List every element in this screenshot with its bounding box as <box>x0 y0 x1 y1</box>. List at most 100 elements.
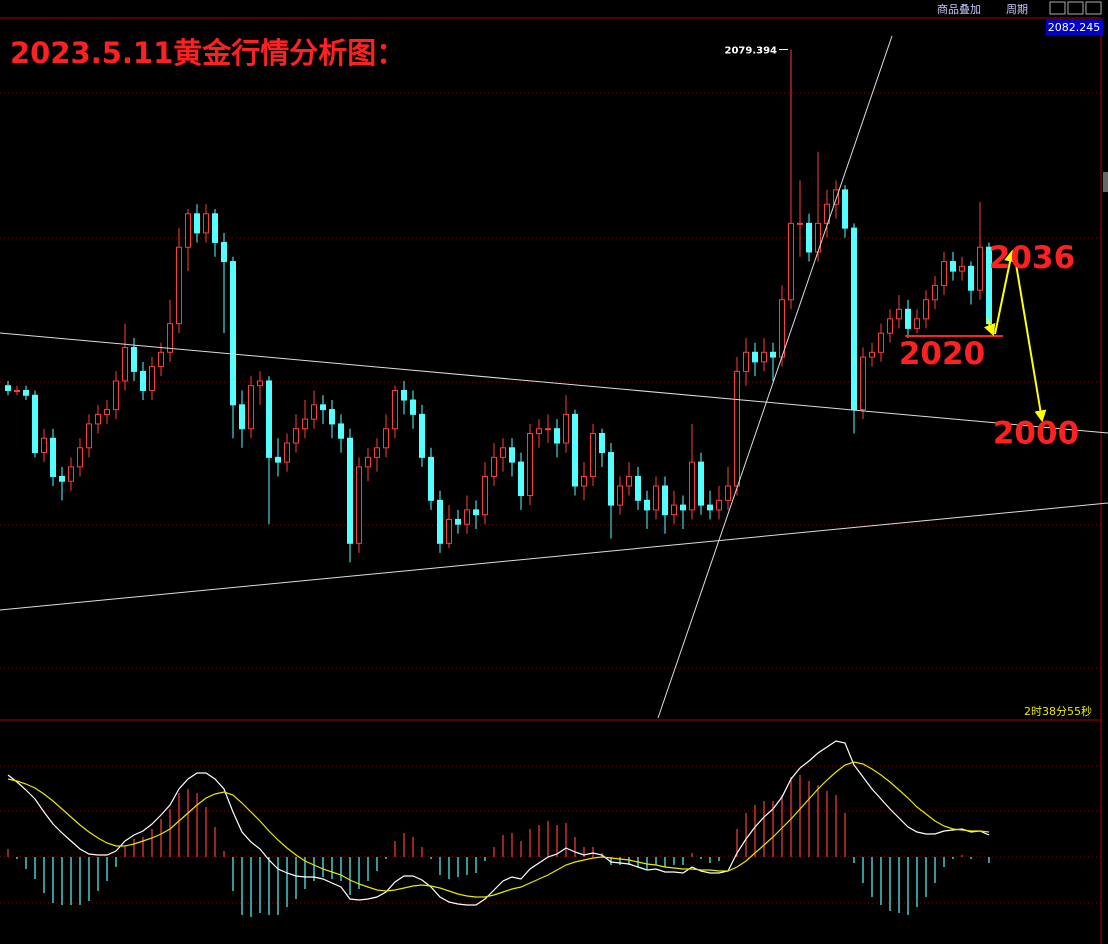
chart-title: 2023.5.11黄金行情分析图： <box>10 36 405 70</box>
candle-body <box>194 213 200 234</box>
button-prev[interactable] <box>1049 1 1066 15</box>
candle-body <box>221 241 227 263</box>
candle-body <box>203 213 209 234</box>
macd-dea-line <box>7 761 990 898</box>
candle-body <box>131 347 137 372</box>
candle-body <box>149 366 155 391</box>
timer: 2时38分55秒 <box>1024 704 1092 718</box>
candle-body <box>212 213 218 243</box>
candle-body <box>59 475 65 482</box>
candles <box>5 49 992 563</box>
candle-body <box>86 423 92 449</box>
candle-body <box>743 351 749 372</box>
candle-body <box>635 475 641 501</box>
candle-body <box>365 456 371 468</box>
candle-body <box>797 222 803 225</box>
candle-body <box>176 246 182 325</box>
candle-body <box>5 385 11 391</box>
candle-body <box>41 437 47 454</box>
toolbar-button[interactable]: 商品叠加 <box>937 2 981 16</box>
arrow <box>994 249 1016 335</box>
candle-body <box>518 461 524 497</box>
candle-body <box>455 518 461 525</box>
scroll-thumb[interactable] <box>1103 172 1108 192</box>
candle-body <box>122 347 128 382</box>
candle-body <box>617 485 623 506</box>
trendline <box>657 35 893 719</box>
candle-body <box>653 485 659 511</box>
toolbar-button[interactable]: 周期 <box>1006 3 1028 16</box>
candle-body <box>599 432 605 454</box>
button-next[interactable] <box>1067 1 1084 15</box>
candle-body <box>896 308 902 320</box>
candle-body <box>320 404 326 411</box>
candle-body <box>842 189 848 229</box>
candle-body <box>644 499 650 511</box>
candle-body <box>482 475 488 516</box>
candle-body <box>464 509 470 525</box>
macd-dif-line <box>7 740 990 906</box>
price-box <box>1046 19 1103 35</box>
candle-body <box>554 428 560 444</box>
candle-body <box>392 389 398 430</box>
candle-body <box>770 351 776 358</box>
candle-body <box>671 504 677 516</box>
candle-body <box>905 308 911 329</box>
candle-body <box>725 485 731 501</box>
candle-body <box>338 423 344 439</box>
candle-body <box>140 370 146 391</box>
candle-body <box>707 504 713 511</box>
candle-body <box>563 413 569 444</box>
candle-body <box>491 456 497 477</box>
macd-panel <box>7 740 990 917</box>
candle-body <box>14 389 20 392</box>
candle-body <box>572 413 578 487</box>
button-max[interactable] <box>1085 1 1102 15</box>
candle-body <box>509 447 515 463</box>
candle-body <box>689 461 695 511</box>
candle-body <box>734 370 740 487</box>
candle-body <box>401 389 407 401</box>
candle-body <box>23 389 29 396</box>
candle-body <box>716 499 722 511</box>
arrow <box>1013 251 1047 423</box>
trendlines <box>0 35 1108 719</box>
trendline <box>0 502 1108 611</box>
candle-body <box>914 318 920 329</box>
candle-body <box>293 428 299 444</box>
window-buttons <box>1049 1 1102 15</box>
candle-body <box>77 447 83 468</box>
candle-body <box>779 299 785 358</box>
price-annotation: 2000 <box>993 416 1079 452</box>
candle-body <box>608 452 614 506</box>
candle-body <box>158 351 164 368</box>
candle-body <box>536 428 542 434</box>
price-annotation: 2036 <box>989 240 1075 276</box>
high-label: 2079.394 <box>724 46 777 57</box>
candle-body <box>356 466 362 544</box>
candle-body <box>932 284 938 301</box>
candle-body <box>545 428 551 431</box>
candle-body <box>977 246 983 291</box>
trendline <box>0 332 1108 434</box>
candle-body <box>329 409 335 425</box>
candle-body <box>32 394 38 454</box>
candle-body <box>311 404 317 420</box>
forecast-arrows <box>984 249 1047 423</box>
candle-body <box>626 475 632 487</box>
candle-body <box>95 413 101 425</box>
candle-body <box>806 222 812 253</box>
candle-body <box>851 227 857 411</box>
candle-body <box>248 385 254 430</box>
candle-body <box>383 428 389 449</box>
candle-body <box>860 356 866 411</box>
candle-body <box>788 222 794 301</box>
candle-body <box>113 380 119 411</box>
candle-body <box>347 437 353 544</box>
candle-body <box>923 299 929 320</box>
candle-body <box>662 485 668 516</box>
candle-body <box>419 413 425 458</box>
candle-body <box>941 261 947 286</box>
candle-body <box>266 380 272 458</box>
candle-body <box>959 265 965 272</box>
